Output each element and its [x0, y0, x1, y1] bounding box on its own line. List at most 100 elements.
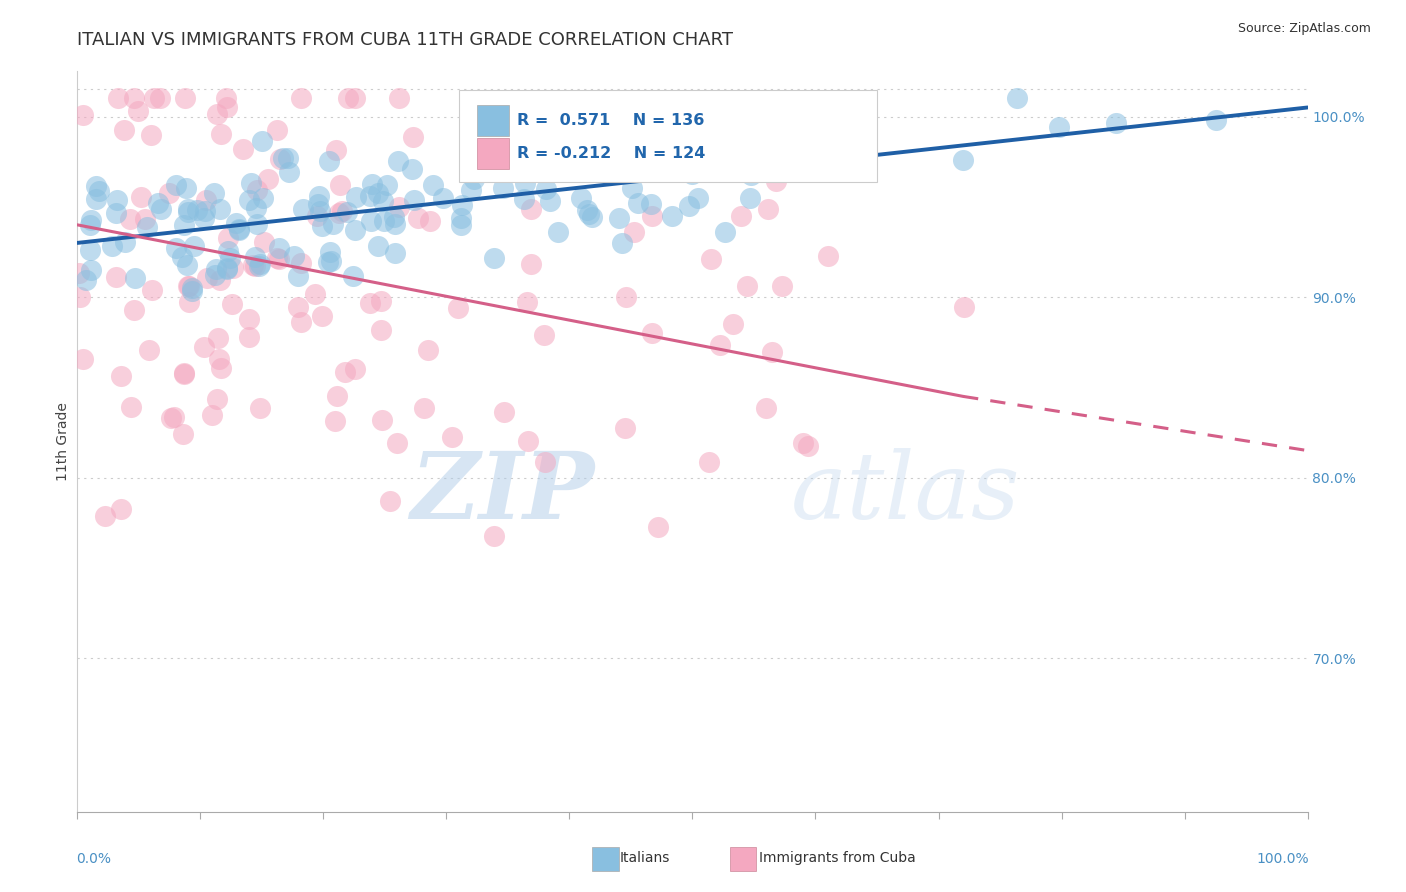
- Point: [176, 258, 198, 272]
- Point: [440, 430, 463, 444]
- Point: [249, 257, 271, 271]
- Point: [323, 414, 346, 428]
- Point: [370, 413, 392, 427]
- Point: [287, 269, 309, 284]
- Point: [370, 294, 392, 309]
- Point: [159, 411, 181, 425]
- Point: [243, 259, 266, 273]
- Point: [217, 231, 239, 245]
- Point: [538, 194, 561, 208]
- Point: [681, 167, 703, 181]
- Point: [748, 120, 770, 134]
- Point: [287, 300, 309, 314]
- Point: [273, 151, 295, 165]
- Point: [543, 153, 565, 167]
- Point: [149, 91, 172, 105]
- Point: [401, 161, 423, 176]
- Point: [817, 249, 839, 263]
- Point: [359, 296, 381, 310]
- FancyBboxPatch shape: [477, 138, 509, 169]
- Text: R =  0.571    N = 136: R = 0.571 N = 136: [516, 112, 704, 128]
- Point: [257, 171, 280, 186]
- Point: [134, 212, 156, 227]
- Point: [205, 392, 228, 406]
- Point: [360, 214, 382, 228]
- Point: [1005, 91, 1028, 105]
- FancyBboxPatch shape: [477, 104, 509, 136]
- Point: [292, 202, 315, 216]
- Point: [575, 202, 598, 217]
- Point: [238, 311, 260, 326]
- Point: [201, 409, 224, 423]
- Point: [336, 91, 359, 105]
- Point: [253, 235, 276, 249]
- Point: [402, 193, 425, 207]
- Point: [721, 317, 744, 331]
- Point: [72, 108, 94, 122]
- Point: [578, 207, 600, 221]
- Point: [344, 190, 367, 204]
- Point: [761, 345, 783, 359]
- Point: [652, 161, 675, 176]
- Point: [371, 194, 394, 208]
- Point: [773, 121, 796, 136]
- Text: ITALIAN VS IMMIGRANTS FROM CUBA 11TH GRADE CORRELATION CHART: ITALIAN VS IMMIGRANTS FROM CUBA 11TH GRA…: [77, 31, 734, 49]
- Point: [146, 195, 169, 210]
- Point: [607, 211, 630, 225]
- Point: [318, 154, 340, 169]
- Point: [1105, 116, 1128, 130]
- Point: [174, 181, 197, 195]
- Point: [382, 210, 405, 224]
- Point: [105, 205, 128, 219]
- Point: [228, 222, 250, 236]
- Point: [447, 301, 470, 315]
- Point: [359, 189, 381, 203]
- Point: [267, 241, 290, 255]
- Point: [513, 193, 536, 207]
- Point: [173, 368, 195, 382]
- Point: [1205, 112, 1227, 127]
- Point: [204, 268, 226, 282]
- Point: [215, 261, 238, 276]
- Point: [461, 150, 484, 164]
- Point: [519, 202, 541, 217]
- Point: [149, 202, 172, 216]
- Point: [450, 198, 472, 212]
- Point: [120, 401, 142, 415]
- Point: [195, 271, 218, 285]
- Point: [614, 421, 637, 435]
- Point: [228, 223, 250, 237]
- Point: [311, 219, 333, 234]
- Point: [768, 138, 790, 153]
- Point: [797, 439, 820, 453]
- Text: Immigrants from Cuba: Immigrants from Cuba: [759, 851, 915, 865]
- Point: [139, 128, 162, 142]
- Point: [432, 191, 454, 205]
- Point: [406, 211, 429, 225]
- Point: [835, 129, 858, 144]
- Point: [515, 176, 537, 190]
- Point: [700, 252, 723, 267]
- Point: [107, 91, 129, 105]
- Point: [305, 209, 328, 223]
- Point: [714, 225, 737, 239]
- Point: [202, 186, 225, 200]
- Point: [208, 352, 231, 367]
- Point: [209, 361, 232, 376]
- Point: [247, 259, 270, 273]
- Point: [319, 244, 342, 259]
- Point: [217, 244, 239, 258]
- Point: [460, 183, 482, 197]
- Point: [640, 196, 662, 211]
- Point: [344, 91, 367, 105]
- Point: [269, 252, 291, 266]
- Point: [770, 279, 793, 293]
- Point: [219, 251, 242, 265]
- Point: [388, 200, 411, 214]
- Point: [173, 366, 195, 380]
- Point: [322, 217, 344, 231]
- Text: 100.0%: 100.0%: [1256, 853, 1309, 866]
- Y-axis label: 11th Grade: 11th Grade: [56, 402, 70, 481]
- Point: [520, 257, 543, 271]
- Point: [225, 216, 247, 230]
